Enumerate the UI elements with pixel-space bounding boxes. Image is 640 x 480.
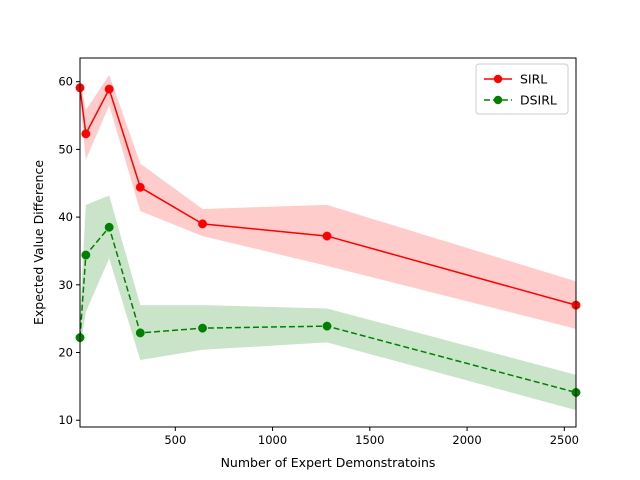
legend-marker-dsirl	[493, 95, 503, 105]
confidence-bands	[80, 74, 576, 411]
point-sirl-1	[81, 129, 91, 139]
point-dsirl-1	[81, 250, 91, 260]
band-dsirl	[80, 195, 576, 411]
x-tick-label: 500	[164, 433, 186, 447]
plot-area-frame	[79, 57, 577, 428]
legend: SIRL DSIRL	[475, 63, 569, 115]
y-tick-label: 10	[58, 413, 73, 427]
x-tick-label: 1000	[258, 433, 287, 447]
y-tick-label: 60	[58, 75, 73, 89]
legend-label-sirl: SIRL	[520, 72, 547, 87]
x-axis-ticks: 500 1000 1500 2000 2500	[164, 427, 579, 447]
x-tick-label: 2000	[452, 433, 481, 447]
point-dsirl-3	[135, 328, 145, 338]
y-tick-label: 50	[58, 142, 73, 156]
y-tick-label: 30	[58, 278, 73, 292]
x-axis-label: Number of Expert Demonstratoins	[221, 455, 436, 470]
y-axis-label: Expected Value Difference	[31, 160, 46, 325]
legend-label-dsirl: DSIRL	[520, 93, 557, 108]
point-sirl-3	[135, 182, 145, 192]
x-tick-label: 1500	[355, 433, 384, 447]
point-sirl-5	[322, 231, 332, 241]
legend-marker-sirl	[493, 74, 503, 84]
point-dsirl-5	[322, 321, 332, 331]
point-dsirl-4	[198, 323, 207, 333]
point-dsirl-2	[104, 222, 114, 232]
point-sirl-4	[198, 219, 207, 229]
x-tick-label: 2500	[550, 433, 579, 447]
band-sirl	[80, 74, 576, 329]
y-tick-label: 20	[58, 346, 73, 360]
point-sirl-2	[104, 84, 114, 94]
y-axis-ticks: 10 20 30 40 50 60	[58, 75, 80, 427]
y-tick-label: 40	[58, 210, 73, 224]
